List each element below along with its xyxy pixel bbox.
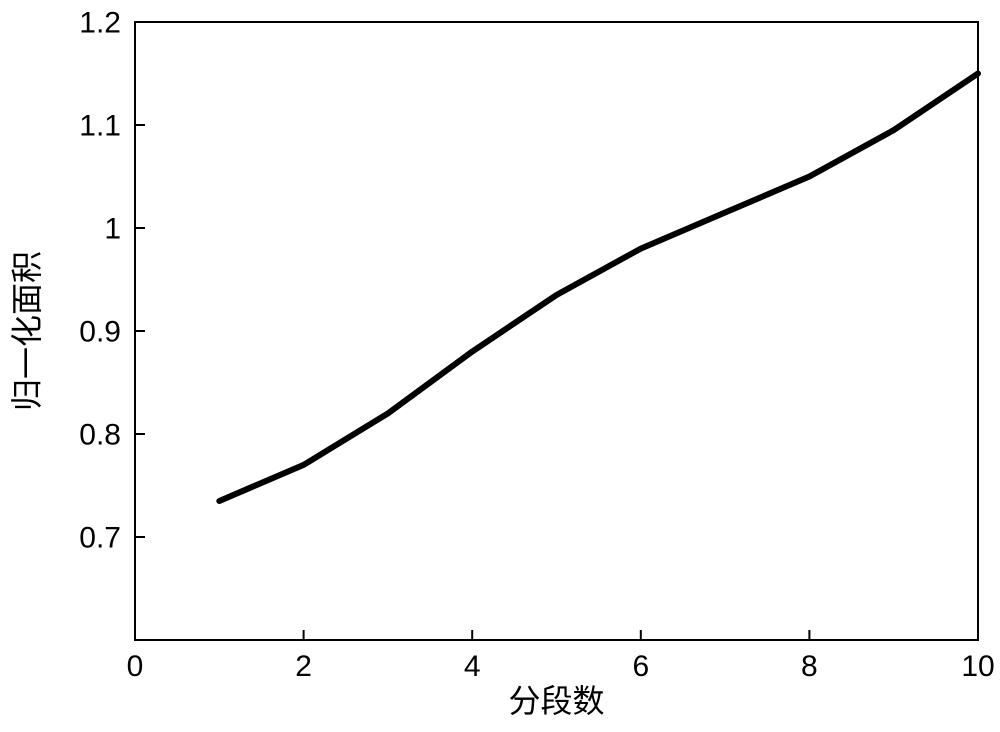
x-axis-label: 分段数 — [508, 683, 604, 719]
series-normalized-area — [219, 74, 978, 501]
plot-box — [135, 22, 978, 640]
line-chart: 0 2 4 6 8 10 0.7 0.8 0.9 1 1.1 1.2 分段数 归一化面积 — [0, 0, 1000, 732]
y-tick-label: 1.2 — [79, 7, 121, 40]
y-tick-label: 0.8 — [79, 419, 121, 452]
x-tick-label: 4 — [464, 650, 481, 683]
x-tick-label: 10 — [961, 650, 994, 683]
x-tick-label: 8 — [801, 650, 818, 683]
chart-svg: 0 2 4 6 8 10 0.7 0.8 0.9 1 1.1 1.2 分段数 归一化面积 — [0, 0, 1000, 732]
y-tick-label: 0.7 — [79, 522, 121, 555]
y-axis-label: 归一化面积 — [9, 251, 45, 411]
x-tick-label: 2 — [295, 650, 312, 683]
x-tick-label: 6 — [632, 650, 649, 683]
y-tick-label: 1.1 — [79, 110, 121, 143]
x-tick-label: 0 — [127, 650, 144, 683]
y-tick-label: 0.9 — [79, 316, 121, 349]
y-tick-label: 1 — [104, 213, 121, 246]
